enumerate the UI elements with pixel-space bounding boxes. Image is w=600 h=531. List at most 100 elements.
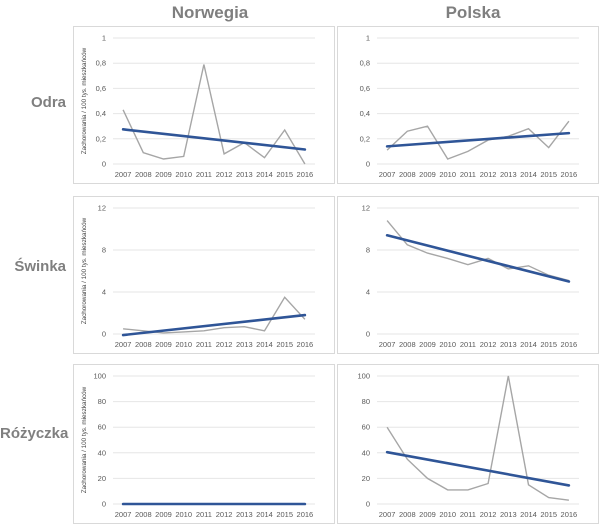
y-tick-label: 8 bbox=[366, 246, 370, 255]
y-tick-label: 8 bbox=[102, 246, 106, 255]
y-tick-label: 4 bbox=[102, 288, 106, 297]
x-tick-label: 2010 bbox=[439, 340, 456, 349]
x-tick-label: 2015 bbox=[540, 340, 557, 349]
y-tick-label: 0,6 bbox=[360, 84, 370, 93]
y-axis-label: Zachorowania / 100 tys. mieszkańców bbox=[81, 47, 88, 154]
x-tick-label: 2008 bbox=[135, 170, 152, 179]
trend-line bbox=[385, 233, 571, 283]
y-tick-label: 0,2 bbox=[360, 134, 370, 143]
x-tick-label: 2014 bbox=[256, 340, 273, 349]
x-tick-label: 2009 bbox=[419, 340, 436, 349]
chart-frame bbox=[73, 364, 335, 524]
x-tick-label: 2010 bbox=[175, 510, 192, 519]
x-tick-label: 2010 bbox=[439, 510, 456, 519]
x-tick-label: 2011 bbox=[460, 340, 476, 349]
y-tick-label: 12 bbox=[362, 204, 370, 213]
y-tick-label: 0,4 bbox=[96, 109, 106, 118]
x-tick-label: 2012 bbox=[480, 510, 497, 519]
x-tick-label: 2007 bbox=[379, 510, 396, 519]
chart-frame bbox=[337, 364, 599, 524]
y-tick-label: 80 bbox=[362, 397, 370, 406]
x-tick-label: 2014 bbox=[520, 340, 537, 349]
chart-frame bbox=[337, 26, 599, 184]
y-tick-label: 1 bbox=[102, 34, 106, 43]
x-tick-label: 2012 bbox=[480, 170, 497, 179]
chart-norwegia-odra: 0 0,2 0,4 0,6 0,8 1 2007 2008 2009 2010 2011 2012 20… bbox=[73, 26, 335, 184]
x-tick-label: 2010 bbox=[175, 170, 192, 179]
chart-polska-odra: 0 0,2 0,4 0,6 0,8 1 2007 2008 2009 2010 2011 2012 20… bbox=[337, 26, 599, 184]
y-tick-label: 20 bbox=[98, 474, 106, 483]
x-tick-label: 2008 bbox=[399, 340, 416, 349]
y-tick-label: 40 bbox=[98, 448, 106, 457]
y-tick-label: 1 bbox=[366, 34, 370, 43]
x-tick-label: 2008 bbox=[135, 340, 152, 349]
y-tick-label: 0 bbox=[366, 160, 370, 169]
x-tick-label: 2011 bbox=[460, 510, 476, 519]
y-tick-label: 0,6 bbox=[96, 84, 106, 93]
chart-frame bbox=[73, 26, 335, 184]
x-tick-label: 2013 bbox=[236, 340, 253, 349]
row-title-rozyczka: Różyczka bbox=[0, 425, 69, 442]
x-tick-label: 2009 bbox=[155, 510, 172, 519]
y-tick-label: 0 bbox=[102, 160, 106, 169]
x-tick-label: 2012 bbox=[216, 510, 233, 519]
column-title-norwegia: Norwegia bbox=[171, 3, 249, 22]
x-tick-label: 2016 bbox=[297, 510, 314, 519]
x-tick-label: 2009 bbox=[155, 170, 172, 179]
y-tick-label: 20 bbox=[362, 474, 370, 483]
x-tick-label: 2013 bbox=[500, 510, 517, 519]
y-tick-label: 60 bbox=[362, 423, 370, 432]
y-tick-label: 0 bbox=[102, 330, 106, 339]
x-tick-label: 2011 bbox=[196, 510, 212, 519]
x-tick-label: 2016 bbox=[297, 340, 314, 349]
y-tick-label: 0,8 bbox=[360, 59, 370, 68]
x-tick-label: 2014 bbox=[256, 510, 273, 519]
x-tick-label: 2014 bbox=[256, 170, 273, 179]
y-axis-label: Zachorowania / 100 tys. mieszkańców bbox=[81, 217, 88, 324]
x-tick-label: 2008 bbox=[399, 170, 416, 179]
x-tick-label: 2007 bbox=[115, 170, 132, 179]
chart-norwegia-rozyczka: 0 20 40 60 80 100 2007 2008 2009 2010 2011 2012 2013… bbox=[73, 364, 335, 524]
x-tick-label: 2009 bbox=[419, 170, 436, 179]
y-tick-label: 100 bbox=[357, 372, 370, 381]
column-title-polska: Polska bbox=[445, 3, 501, 22]
data-series-line bbox=[386, 220, 570, 282]
x-tick-label: 2011 bbox=[196, 170, 212, 179]
y-tick-label: 0,4 bbox=[360, 109, 370, 118]
x-tick-label: 2014 bbox=[520, 510, 537, 519]
x-tick-label: 2013 bbox=[500, 340, 517, 349]
chart-frame bbox=[73, 196, 335, 354]
data-series-line bbox=[386, 120, 570, 160]
trend-line bbox=[385, 450, 571, 487]
trend-line bbox=[121, 313, 307, 337]
chart-frame bbox=[337, 196, 599, 354]
x-tick-label: 2007 bbox=[379, 340, 396, 349]
y-tick-label: 0,2 bbox=[96, 134, 106, 143]
x-tick-label: 2015 bbox=[540, 510, 557, 519]
x-tick-label: 2011 bbox=[460, 170, 476, 179]
x-tick-label: 2010 bbox=[175, 340, 192, 349]
y-tick-label: 0 bbox=[366, 500, 370, 509]
x-tick-label: 2011 bbox=[196, 340, 212, 349]
y-tick-label: 60 bbox=[98, 423, 106, 432]
row-title-odra: Odra bbox=[30, 94, 66, 111]
data-series-line bbox=[386, 375, 569, 501]
x-tick-label: 2008 bbox=[399, 510, 416, 519]
x-tick-label: 2012 bbox=[216, 340, 233, 349]
x-tick-label: 2016 bbox=[561, 170, 578, 179]
y-tick-label: 80 bbox=[98, 397, 106, 406]
y-axis-label: Zachorowania / 100 tys. mieszkańców bbox=[81, 386, 88, 493]
row-title-swinka: Świnka bbox=[14, 258, 66, 275]
y-tick-label: 0 bbox=[102, 500, 106, 509]
x-tick-label: 2007 bbox=[379, 170, 396, 179]
x-tick-label: 2015 bbox=[276, 340, 293, 349]
x-tick-label: 2012 bbox=[216, 170, 233, 179]
x-tick-label: 2016 bbox=[561, 340, 578, 349]
trend-line bbox=[121, 128, 307, 151]
y-tick-label: 0,8 bbox=[96, 59, 106, 68]
data-series-line bbox=[122, 64, 306, 165]
x-tick-label: 2010 bbox=[439, 170, 456, 179]
x-tick-label: 2015 bbox=[276, 170, 293, 179]
